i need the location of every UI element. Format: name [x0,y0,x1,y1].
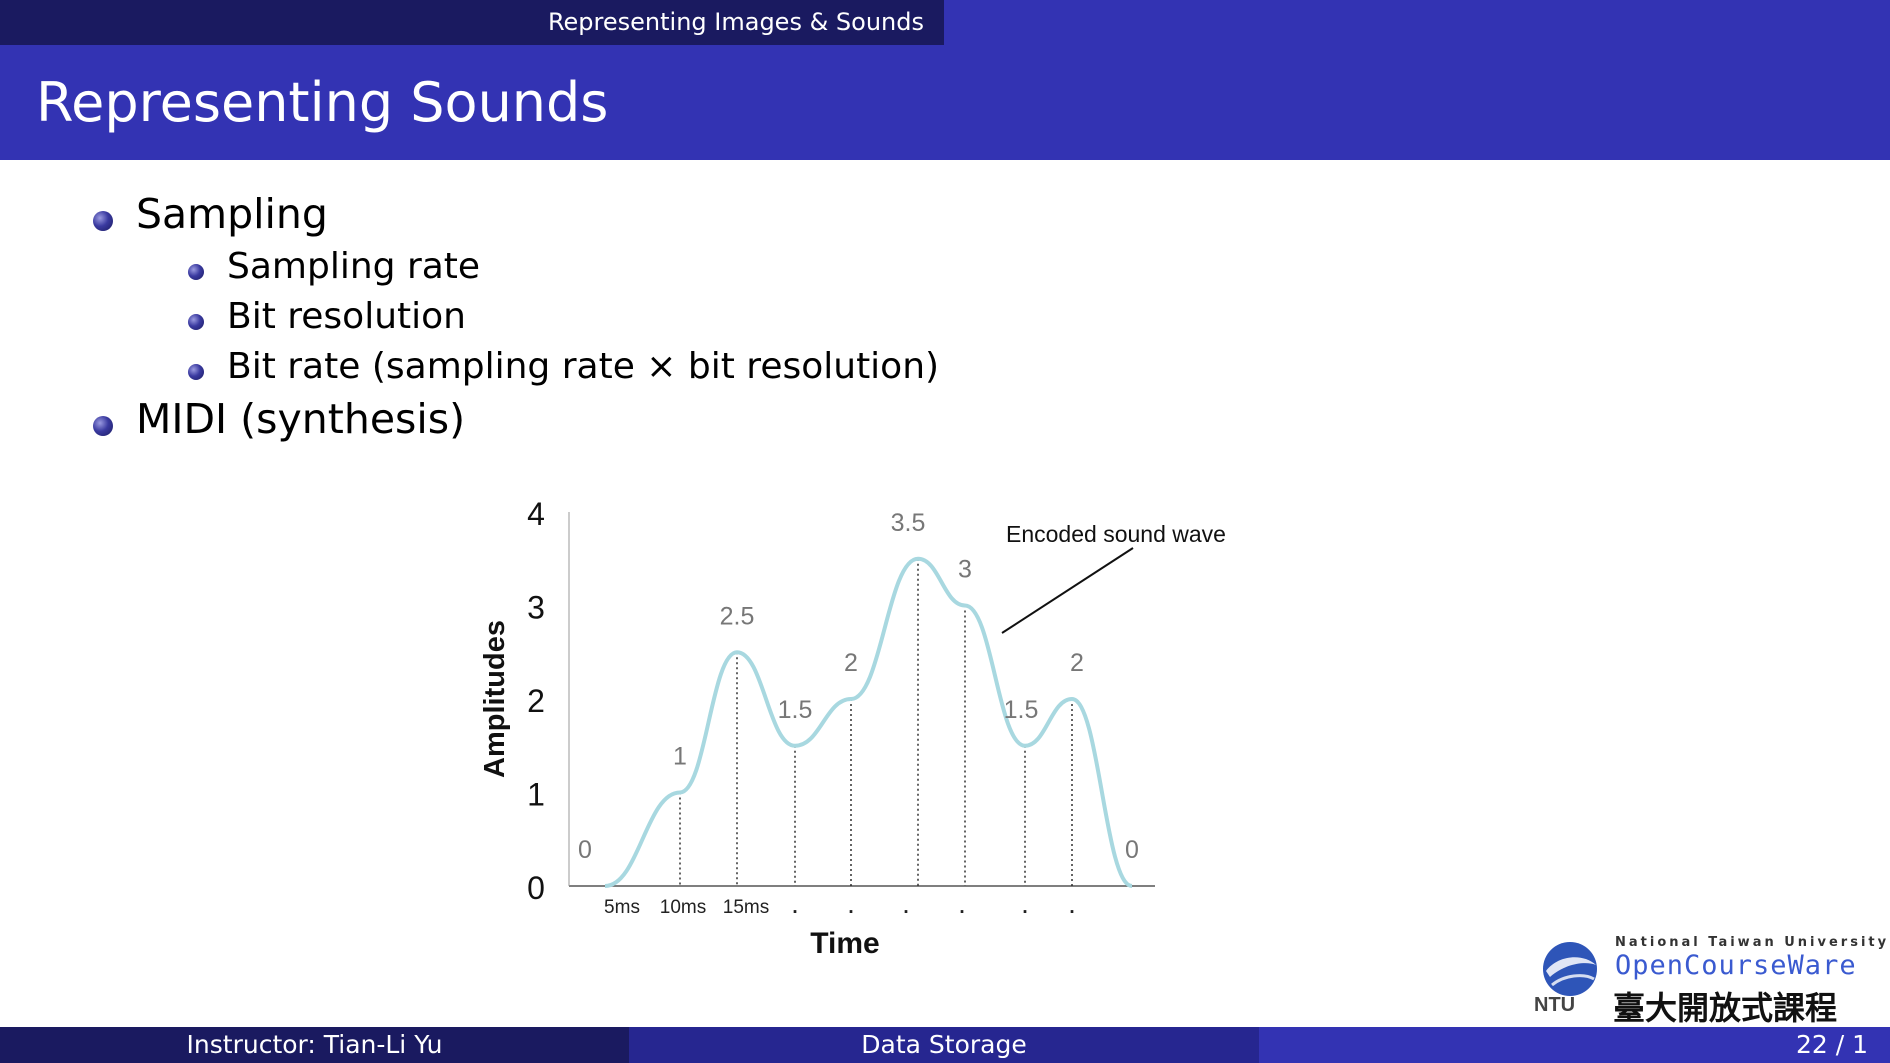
x-tick-label: . [959,897,964,918]
x-tick-label: 5ms [604,897,640,918]
logo-ocw-name: OpenCourseWare [1615,950,1857,981]
sample-value-label: 2 [1070,649,1084,677]
sample-value-label: 1 [673,743,687,771]
y-tick-label: 0 [527,870,545,906]
header-right-bar [944,0,1890,45]
bullet-ball-icon [188,264,204,280]
annotation-pointer [1001,547,1134,634]
bullet-ball-icon [93,416,113,436]
footer-instructor[interactable]: Instructor: Tian-Li Yu [0,1027,629,1063]
sample-value-label: 3 [958,556,972,584]
frame-title: Representing Sounds [36,71,609,134]
sample-value-label: 1.5 [778,696,813,724]
y-tick-label: 4 [527,496,545,532]
sample-value-label: 0 [1125,836,1139,864]
ntu-globe-icon: NTU [1534,942,1597,1016]
bullet-ball-icon [93,211,113,231]
bullet-ball-icon [188,314,204,330]
sample-value-label: 2 [844,649,858,677]
x-tick-label: 10ms [660,897,706,918]
sample-value-label: 3.5 [891,509,926,537]
svg-text:NTU: NTU [1534,994,1575,1015]
x-axis-label: Time [810,927,879,960]
y-tick-label: 1 [527,777,545,813]
x-tick-label: . [1069,897,1074,918]
x-tick-label: 15ms [723,897,769,918]
sample-value-label: 0 [578,836,592,864]
bullet-ball-icon [188,364,204,380]
bullet-bit-rate: Bit rate (sampling rate × bit resolution… [227,346,940,387]
sound-wave-line [604,556,1133,888]
x-tick-label: . [792,897,797,918]
annotation-label: Encoded sound wave [1006,521,1226,547]
logo-university-name: National Taiwan University [1615,935,1890,950]
y-tick-label: 2 [527,683,545,719]
frame-title-bar: Representing Sounds [0,45,1890,160]
ntu-ocw-logo: NTU National Taiwan University OpenCours… [1528,935,1886,1027]
sample-value-label: 1.5 [1004,696,1039,724]
logo-chinese-name: 臺大開放式課程 [1613,989,1838,1027]
bullet-midi: MIDI (synthesis) [136,395,466,443]
header-left-bar [0,0,944,45]
bullet-sampling-rate: Sampling rate [227,246,481,287]
footer-page-number[interactable]: 22 / 1 [1259,1027,1890,1063]
sound-wave-chart: 0 1 2 3 4 Amplitudes 0 1 2.5 1.5 2 3.5 3 1.5 2 0 5ms 10ms… [479,496,1226,960]
x-tick-label: . [1022,897,1027,918]
bullet-bit-resolution: Bit resolution [227,296,466,337]
x-tick-label: . [848,897,853,918]
footer-course[interactable]: Data Storage [629,1027,1259,1063]
y-tick-label: 3 [527,590,545,626]
section-title[interactable]: Representing Images & Sounds [547,8,924,36]
bullet-sampling: Sampling [136,190,328,238]
x-tick-label: . [903,897,908,918]
y-axis-label: Amplitudes [479,620,511,778]
sample-value-label: 2.5 [720,602,755,630]
